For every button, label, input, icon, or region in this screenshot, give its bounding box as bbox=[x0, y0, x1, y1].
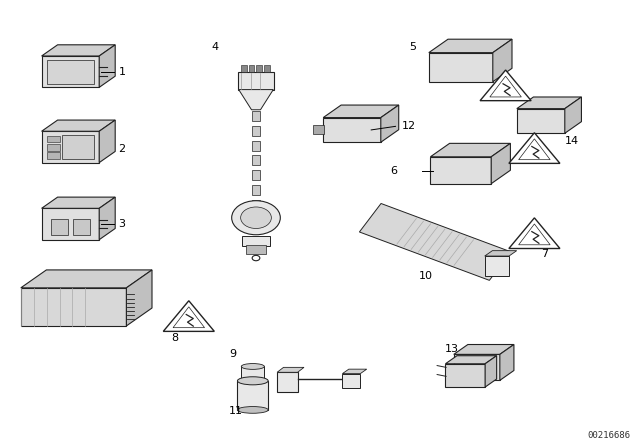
Text: 10: 10 bbox=[419, 271, 433, 280]
Bar bbox=[252, 200, 260, 210]
Polygon shape bbox=[42, 208, 99, 240]
Bar bbox=[62, 135, 94, 159]
Polygon shape bbox=[445, 356, 497, 364]
Text: 2: 2 bbox=[118, 144, 125, 154]
Bar bbox=[246, 245, 266, 254]
Bar bbox=[73, 219, 90, 235]
Text: 00216686: 00216686 bbox=[588, 431, 630, 440]
Text: 8: 8 bbox=[172, 333, 179, 343]
Ellipse shape bbox=[237, 377, 268, 385]
Polygon shape bbox=[99, 45, 115, 87]
Polygon shape bbox=[517, 97, 581, 109]
Text: 7: 7 bbox=[541, 250, 548, 259]
Bar bbox=[51, 219, 68, 235]
Polygon shape bbox=[20, 288, 127, 326]
Bar bbox=[47, 152, 60, 159]
Bar bbox=[256, 65, 262, 72]
Polygon shape bbox=[323, 105, 399, 118]
Bar bbox=[241, 366, 264, 381]
Bar bbox=[313, 125, 324, 134]
Polygon shape bbox=[20, 270, 152, 288]
Polygon shape bbox=[429, 53, 493, 82]
Polygon shape bbox=[509, 133, 560, 164]
Text: 12: 12 bbox=[402, 121, 416, 131]
Polygon shape bbox=[454, 345, 514, 354]
Text: 6: 6 bbox=[390, 166, 397, 176]
Polygon shape bbox=[42, 56, 99, 87]
Polygon shape bbox=[42, 120, 115, 131]
Text: 14: 14 bbox=[564, 136, 579, 146]
Bar bbox=[242, 236, 270, 246]
Polygon shape bbox=[509, 218, 560, 249]
Polygon shape bbox=[429, 39, 512, 53]
Text: 1: 1 bbox=[118, 67, 125, 77]
Ellipse shape bbox=[237, 407, 268, 413]
Bar bbox=[241, 65, 247, 72]
Bar bbox=[47, 144, 60, 151]
Text: 9: 9 bbox=[229, 349, 236, 359]
Bar bbox=[264, 65, 270, 72]
Polygon shape bbox=[430, 143, 511, 157]
Polygon shape bbox=[454, 354, 500, 380]
Polygon shape bbox=[42, 131, 99, 163]
Polygon shape bbox=[564, 97, 581, 134]
Bar bbox=[252, 170, 260, 180]
Bar bbox=[239, 72, 274, 90]
Ellipse shape bbox=[241, 364, 264, 369]
Bar bbox=[252, 111, 260, 121]
Polygon shape bbox=[239, 90, 273, 110]
Polygon shape bbox=[99, 197, 115, 240]
Bar bbox=[252, 185, 260, 195]
Polygon shape bbox=[163, 301, 214, 332]
Polygon shape bbox=[485, 356, 497, 387]
Polygon shape bbox=[493, 39, 512, 82]
Bar bbox=[342, 374, 360, 388]
Circle shape bbox=[232, 201, 280, 235]
Text: 3: 3 bbox=[118, 219, 125, 229]
Polygon shape bbox=[430, 157, 492, 184]
Polygon shape bbox=[277, 367, 304, 372]
Bar bbox=[249, 65, 255, 72]
Circle shape bbox=[241, 207, 271, 228]
Polygon shape bbox=[445, 364, 485, 387]
Polygon shape bbox=[484, 251, 516, 256]
Bar bbox=[47, 136, 60, 142]
Polygon shape bbox=[360, 203, 511, 280]
Text: 11: 11 bbox=[229, 406, 243, 416]
Polygon shape bbox=[480, 70, 531, 101]
Polygon shape bbox=[517, 109, 564, 134]
Polygon shape bbox=[127, 270, 152, 326]
Bar bbox=[252, 155, 260, 165]
Bar bbox=[484, 256, 509, 276]
Polygon shape bbox=[381, 105, 399, 142]
Polygon shape bbox=[500, 345, 514, 380]
Polygon shape bbox=[42, 45, 115, 56]
Bar bbox=[47, 60, 94, 84]
Polygon shape bbox=[323, 118, 381, 142]
Polygon shape bbox=[492, 143, 511, 184]
Text: 5: 5 bbox=[410, 42, 417, 52]
Text: 4: 4 bbox=[211, 42, 218, 52]
Bar bbox=[277, 372, 298, 392]
Bar bbox=[252, 126, 260, 136]
Text: 13: 13 bbox=[445, 345, 459, 354]
Bar bbox=[252, 141, 260, 151]
Polygon shape bbox=[42, 197, 115, 208]
Polygon shape bbox=[342, 369, 367, 374]
Bar bbox=[237, 381, 268, 410]
Polygon shape bbox=[99, 120, 115, 163]
